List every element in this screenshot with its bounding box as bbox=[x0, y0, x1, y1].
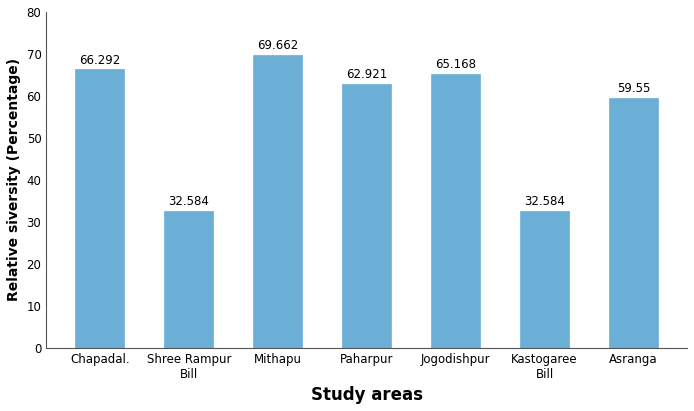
Text: 69.662: 69.662 bbox=[257, 39, 298, 52]
Bar bbox=[164, 211, 213, 348]
Bar bbox=[253, 55, 302, 348]
Text: 66.292: 66.292 bbox=[79, 53, 121, 67]
Bar bbox=[342, 83, 391, 348]
Bar bbox=[76, 69, 124, 348]
Text: 32.584: 32.584 bbox=[169, 195, 209, 208]
Bar bbox=[609, 98, 658, 348]
X-axis label: Study areas: Study areas bbox=[311, 386, 423, 404]
Text: 32.584: 32.584 bbox=[524, 195, 565, 208]
Text: 65.168: 65.168 bbox=[435, 58, 476, 71]
Bar bbox=[431, 74, 480, 348]
Text: 59.55: 59.55 bbox=[617, 82, 650, 95]
Y-axis label: Relative siversity (Percentage): Relative siversity (Percentage) bbox=[7, 58, 21, 301]
Text: 62.921: 62.921 bbox=[346, 68, 387, 81]
Bar bbox=[520, 211, 569, 348]
